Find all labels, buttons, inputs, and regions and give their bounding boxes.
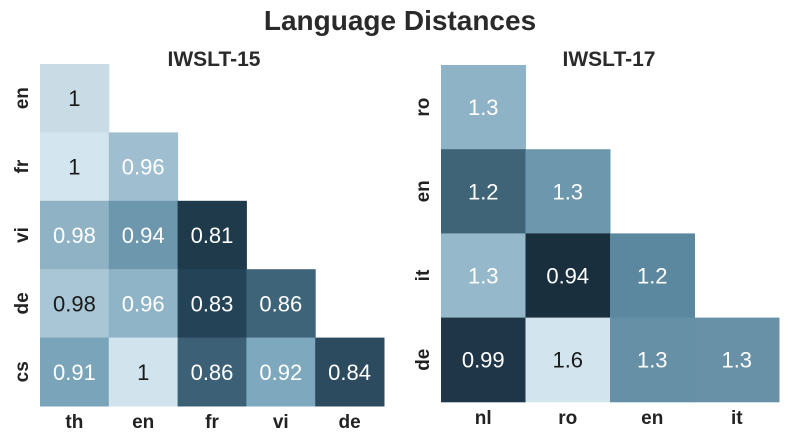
heatmap-cell (108, 269, 179, 339)
y-tick-label: vi (12, 227, 33, 243)
cell-value-label: 0.86 (259, 291, 302, 316)
heatmap-cell (40, 337, 110, 407)
heatmap-title: IWSLT-15 (168, 48, 261, 71)
x-tick-label: it (731, 408, 743, 429)
cell-value-label: 0.92 (259, 360, 302, 385)
x-tick-label: de (339, 412, 361, 433)
x-tick-label: ro (558, 408, 577, 429)
cell-value-label: 1.3 (552, 179, 583, 204)
cell-value-label: 1.3 (721, 348, 752, 373)
heatmap-cell (441, 65, 526, 150)
cell-value-label: 0.98 (53, 223, 96, 248)
cell-value-label: 0.94 (122, 223, 165, 248)
heatmap-title: IWSLT-17 (563, 48, 656, 71)
heatmap-panel-iwslt-15: IWSLT-15 1 1 0.96 0.98 0.94 0.81 0.98 0.96 0.83 0.… (12, 48, 385, 433)
heatmap-cell (694, 317, 780, 403)
cell-value-label: 1.3 (468, 95, 499, 120)
x-tick-label: en (132, 412, 154, 433)
cell-value-label: 0.84 (328, 360, 371, 385)
cell-value-label: 1.2 (637, 264, 668, 289)
heatmap-cell (525, 233, 611, 319)
y-tick-label: ro (413, 98, 434, 117)
heatmap-cell (40, 200, 110, 270)
heatmap-cell (441, 233, 526, 319)
heatmap-cell (315, 337, 385, 407)
heatmap-panel-iwslt-17: IWSLT-17 1.3 1.2 1.3 1.3 0.94 1.2 0.99 1.6 1.3 1.3… (413, 48, 780, 429)
heatmap-cell (441, 149, 526, 234)
x-tick-label: th (65, 412, 83, 433)
heatmap-cell (441, 317, 526, 403)
y-tick-label: en (413, 180, 434, 202)
y-tick-label: cs (12, 361, 33, 382)
heatmap-cell (610, 317, 695, 403)
y-tick-label: de (413, 349, 434, 371)
x-tick-label: nl (475, 408, 492, 429)
heatmap-cell (108, 337, 179, 407)
cell-value-label: 0.86 (191, 360, 234, 385)
y-tick-label: de (12, 292, 33, 314)
x-tick-label: vi (273, 412, 289, 433)
heatmap-cell (525, 149, 611, 234)
heatmap-cell (40, 132, 110, 202)
cell-value-label: 1.2 (468, 179, 499, 204)
heatmap-cell (40, 269, 110, 339)
cell-value-label: 0.96 (122, 291, 165, 316)
cell-value-label: 1.3 (637, 348, 668, 373)
y-tick-label: fr (12, 159, 33, 173)
cell-value-label: 0.83 (191, 291, 234, 316)
heatmap-cell (525, 317, 611, 403)
cell-value-label: 1 (68, 155, 80, 180)
heatmap-cell (246, 269, 316, 339)
cell-value-label: 0.81 (191, 223, 234, 248)
y-tick-label: en (12, 87, 33, 109)
cell-value-label: 0.98 (53, 291, 96, 316)
chart-title: Language Distances (264, 5, 536, 36)
heatmap-cell (40, 64, 110, 133)
heatmap-cell (610, 233, 695, 319)
heatmap-cell (108, 200, 179, 270)
heatmap-cell (177, 200, 247, 270)
cell-value-label: 0.94 (546, 264, 589, 289)
heatmap-cell (246, 337, 316, 407)
cell-value-label: 1.3 (468, 264, 499, 289)
x-tick-label: fr (205, 412, 219, 433)
cell-value-label: 1 (68, 86, 80, 111)
heatmap-cell (177, 337, 247, 407)
x-tick-label: en (641, 408, 663, 429)
cell-value-label: 1 (137, 360, 149, 385)
cell-value-label: 0.96 (122, 155, 165, 180)
cell-value-label: 0.91 (53, 360, 96, 385)
y-tick-label: it (413, 269, 434, 281)
cell-value-label: 1.6 (552, 348, 583, 373)
heatmap-cell (108, 132, 179, 202)
cell-value-label: 0.99 (462, 348, 505, 373)
heatmap-cell (177, 269, 247, 339)
